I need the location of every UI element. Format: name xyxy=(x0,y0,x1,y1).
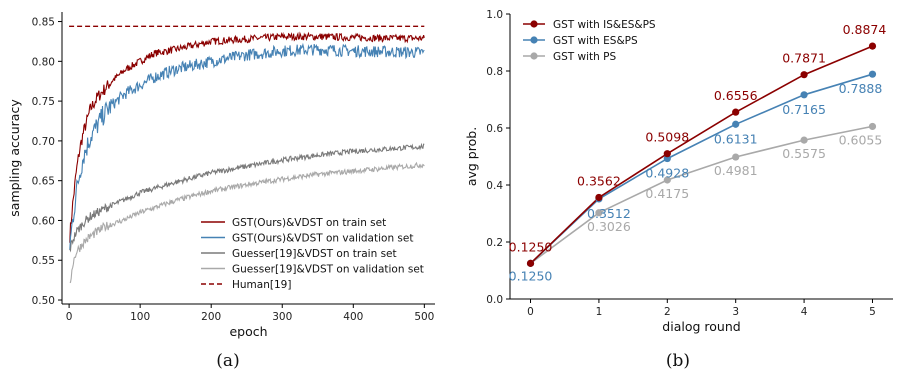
legend-label-2: GST with PS xyxy=(553,51,616,63)
y-tick-label: 0.80 xyxy=(32,56,55,68)
series-line-2 xyxy=(69,142,425,253)
data-point-0-3 xyxy=(732,108,740,116)
data-label-1-0: 0.1250 xyxy=(509,268,553,283)
series-line-0 xyxy=(69,31,425,243)
data-point-0-5 xyxy=(868,42,877,50)
data-label-1-3: 0.6131 xyxy=(714,131,758,146)
y-tick-label: 0.65 xyxy=(32,176,55,188)
data-label-2-5: 0.6055 xyxy=(839,132,883,147)
x-tick-label: 100 xyxy=(130,311,150,323)
panel-label-b: (b) xyxy=(666,351,690,371)
data-label-1-1: 0.3512 xyxy=(587,206,631,221)
data-label-0-1: 0.3562 xyxy=(577,173,621,188)
y-tick-label: 0.75 xyxy=(32,96,55,108)
data-point-2-2 xyxy=(663,176,671,184)
series-line-1 xyxy=(529,73,873,264)
legend-marker-2 xyxy=(530,52,538,60)
x-tick-label: 400 xyxy=(343,311,363,323)
data-label-1-2: 0.4928 xyxy=(645,166,689,181)
data-label-0-2: 0.5098 xyxy=(645,130,689,145)
data-point-1-3 xyxy=(732,120,740,128)
data-label-0-4: 0.7871 xyxy=(782,51,826,66)
legend-marker-1 xyxy=(530,36,538,44)
y-tick-label: 0.0 xyxy=(486,294,503,306)
data-point-2-1 xyxy=(595,209,603,217)
chart-panel-b: 0 1 2 3 4 5 0.0 0.2 0.4 0.6 0.8 1.0 dialog round avg … xyxy=(464,9,893,371)
data-label-2-3: 0.4981 xyxy=(714,163,758,178)
panel-label-a: (a) xyxy=(216,351,239,371)
legend-label-3: Guesser[19]&VDST on validation set xyxy=(232,264,424,276)
data-point-2-3 xyxy=(732,153,740,161)
data-label-0-0: 0.1250 xyxy=(509,239,553,254)
y-axis-label: avg prob. xyxy=(464,127,479,186)
x-tick-label: 200 xyxy=(201,311,221,323)
data-point-1-4 xyxy=(800,91,808,99)
x-tick-label: 300 xyxy=(272,311,292,323)
y-tick-label: 0.50 xyxy=(32,295,55,307)
data-point-0-1 xyxy=(595,193,603,202)
data-point-0-2 xyxy=(663,150,671,158)
x-tick-label: 5 xyxy=(869,306,876,318)
y-tick-label: 0.6 xyxy=(486,123,503,135)
legend-marker-0 xyxy=(530,20,538,28)
x-tick-label: 0 xyxy=(527,306,534,318)
x-tick-label: 3 xyxy=(732,306,739,318)
legend-label-1: GST(Ours)&VDST on validation set xyxy=(232,233,413,245)
x-axis-label: epoch xyxy=(229,324,267,339)
data-label-0-5: 0.8874 xyxy=(843,22,887,37)
y-tick-label: 0.85 xyxy=(32,17,55,29)
data-label-1-5: 0.7888 xyxy=(839,81,883,96)
x-tick-label: 4 xyxy=(801,306,808,318)
data-label-2-4: 0.5575 xyxy=(782,146,826,161)
x-tick-label: 500 xyxy=(414,311,434,323)
data-point-1-5 xyxy=(868,70,877,78)
series-line-3 xyxy=(69,161,425,284)
y-tick-label: 0.55 xyxy=(32,255,55,267)
legend-label-2: Guesser[19]&VDST on train set xyxy=(232,248,397,260)
y-tick-label: 0.70 xyxy=(32,136,55,148)
series-line-0 xyxy=(529,45,873,264)
legend-label-1: GST with ES&PS xyxy=(553,35,638,47)
series-line-2 xyxy=(530,125,873,265)
data-point-2-4 xyxy=(800,136,808,144)
data-point-0-4 xyxy=(800,71,808,79)
y-tick-label: 0.4 xyxy=(486,180,503,192)
y-tick-label: 0.2 xyxy=(486,237,503,249)
legend-label-0: GST with IS&ES&PS xyxy=(553,19,656,31)
data-point-0-0 xyxy=(526,259,535,267)
y-tick-label: 0.60 xyxy=(32,215,55,227)
y-tick-label: 0.8 xyxy=(486,66,503,78)
y-axis-label: sampling accuracy xyxy=(7,99,22,217)
data-label-1-4: 0.7165 xyxy=(782,102,826,117)
data-label-2-2: 0.4175 xyxy=(645,186,689,201)
data-label-0-3: 0.6556 xyxy=(714,88,758,103)
series-line-1 xyxy=(69,42,425,250)
data-point-2-5 xyxy=(868,122,877,131)
legend-label-4: Human[19] xyxy=(232,279,291,291)
legend-label-0: GST(Ours)&VDST on train set xyxy=(232,217,386,229)
chart-panel-a: 0 100 200 300 400 500 0.50 0.55 0.60 0.65 0.70 0.75… xyxy=(7,12,435,371)
x-tick-label: 2 xyxy=(664,306,671,318)
y-tick-label: 1.0 xyxy=(486,9,503,21)
x-tick-label: 0 xyxy=(66,311,73,323)
x-tick-label: 1 xyxy=(596,306,603,318)
data-label-2-1: 0.3026 xyxy=(587,219,631,234)
x-axis-label: dialog round xyxy=(662,319,740,334)
